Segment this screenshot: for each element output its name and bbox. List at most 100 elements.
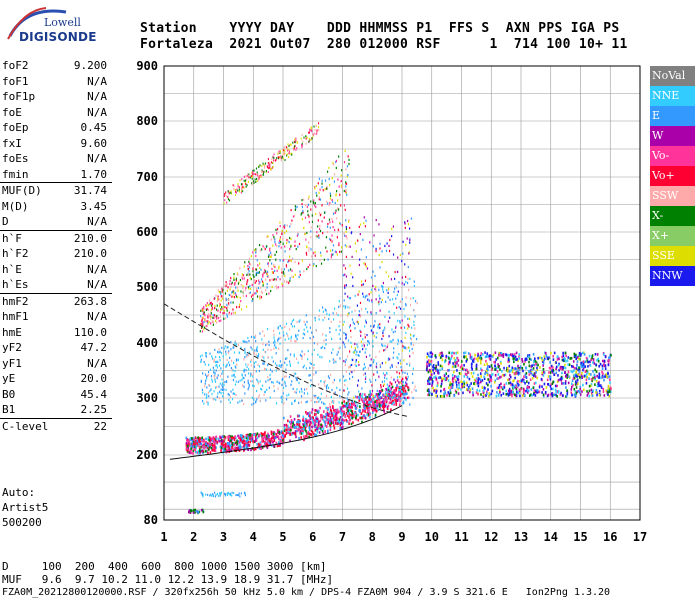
echo-mark — [371, 300, 373, 304]
echo-mark — [235, 343, 238, 346]
echo-mark — [464, 372, 467, 376]
echo-mark — [367, 298, 369, 301]
echo-mark — [347, 404, 350, 407]
echo-mark — [586, 358, 589, 361]
echo-mark — [404, 222, 406, 225]
echo-mark — [330, 409, 333, 413]
echo-mark — [409, 403, 411, 406]
echo-mark — [310, 127, 312, 130]
echo-mark — [575, 394, 577, 397]
echo-mark — [325, 338, 327, 341]
echo-mark — [289, 255, 291, 258]
echo-mark — [188, 509, 191, 512]
echo-mark — [517, 359, 519, 363]
echo-mark — [576, 364, 578, 367]
echo-mark — [488, 380, 491, 384]
echo-mark — [499, 368, 501, 371]
echo-mark — [307, 330, 309, 333]
echo-mark — [389, 366, 391, 369]
echo-mark — [304, 216, 307, 219]
echo-mark — [378, 350, 381, 353]
echo-mark — [537, 356, 539, 360]
echo-mark — [410, 217, 413, 220]
echo-mark — [570, 370, 573, 373]
echo-mark — [276, 232, 278, 235]
echo-mark — [449, 361, 451, 364]
echo-mark — [407, 265, 409, 269]
echo-mark — [333, 392, 335, 395]
echo-mark — [295, 139, 297, 142]
echo-mark — [291, 320, 293, 323]
echo-mark — [261, 164, 263, 167]
echo-mark — [482, 395, 485, 398]
echo-mark — [316, 418, 319, 421]
echo-mark — [358, 409, 360, 413]
echo-mark — [607, 362, 610, 365]
echo-mark — [404, 303, 407, 306]
echo-mark — [349, 365, 352, 369]
echo-mark — [408, 364, 411, 367]
echo-mark — [385, 271, 387, 274]
echo-mark — [507, 360, 509, 363]
echo-mark — [333, 173, 336, 176]
param-row: h`F2 210.0 — [0, 246, 112, 262]
echo-mark — [238, 445, 241, 448]
param-row: yF2 47.2 — [0, 340, 112, 356]
echo-mark — [255, 287, 258, 290]
echo-mark — [297, 233, 299, 236]
echo-mark — [500, 393, 503, 397]
echo-mark — [194, 508, 196, 512]
echo-mark — [233, 185, 235, 188]
echo-mark — [375, 355, 377, 359]
echo-mark — [406, 362, 408, 366]
echo-mark — [192, 452, 194, 455]
echo-mark — [259, 164, 261, 167]
echo-mark — [582, 365, 585, 369]
echo-mark — [410, 338, 412, 341]
echo-mark — [275, 402, 278, 405]
param-value: 31.74 — [73, 184, 107, 197]
echo-mark — [282, 392, 284, 395]
echo-mark — [431, 381, 434, 385]
echo-mark — [479, 359, 482, 362]
echo-mark — [306, 400, 308, 403]
echo-mark — [252, 297, 254, 301]
echo-mark — [283, 146, 285, 149]
echo-mark — [383, 376, 386, 379]
echo-mark — [323, 410, 325, 413]
echo-mark — [477, 378, 480, 382]
echo-mark — [524, 375, 527, 379]
echo-mark — [258, 365, 261, 368]
echo-mark — [453, 376, 455, 380]
echo-mark — [319, 229, 322, 233]
echo-mark — [329, 226, 331, 229]
echo-mark — [238, 449, 241, 452]
echo-mark — [247, 264, 249, 268]
echo-mark — [249, 440, 251, 444]
echo-mark — [564, 371, 567, 374]
echo-mark — [186, 442, 189, 446]
echo-mark — [382, 281, 385, 285]
echo-mark — [241, 273, 243, 276]
echo-mark — [547, 375, 550, 378]
echo-mark — [232, 447, 234, 451]
echo-mark — [401, 388, 403, 392]
echo-mark — [285, 229, 288, 233]
legend-item: X+ — [650, 226, 695, 246]
echo-mark — [507, 354, 510, 357]
echo-mark — [289, 363, 291, 366]
echo-mark — [402, 393, 405, 396]
echo-mark — [206, 443, 209, 446]
echo-mark — [365, 219, 367, 222]
echo-mark — [363, 363, 365, 366]
echo-mark — [265, 278, 267, 281]
echo-mark — [313, 418, 315, 422]
echo-mark — [318, 234, 320, 237]
echo-mark — [521, 360, 524, 363]
echo-mark — [353, 369, 355, 372]
echo-mark — [262, 362, 264, 365]
echo-mark — [384, 404, 386, 408]
echo-mark — [294, 431, 296, 435]
echo-mark — [187, 439, 190, 442]
echo-mark — [383, 409, 385, 413]
